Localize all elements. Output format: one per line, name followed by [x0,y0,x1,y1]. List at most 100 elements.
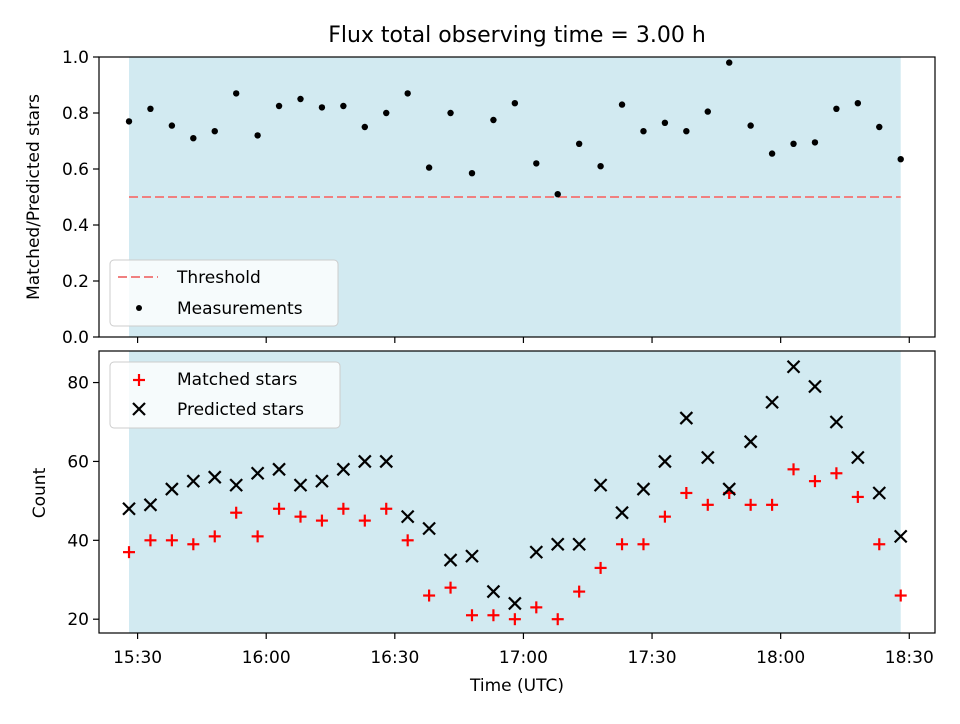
legend-frame [109,361,341,429]
predicted-stars-point [872,486,887,500]
predicted-stars-point [336,462,351,477]
x-tick-label: 17:00 [499,648,548,668]
plot-frame [98,56,936,338]
measurement-point [833,105,840,113]
predicted-stars-point [808,379,822,394]
legend-measurements-label: Measurements [177,299,303,319]
matched-stars-point [744,498,757,511]
x-tick-label: 18:00 [756,648,805,668]
measurement-point [597,163,604,170]
predicted-stars-point [851,450,865,465]
predicted-stars-point [486,584,501,599]
measurement-point [661,119,669,127]
ratio-y-axis-label: Matched/Predicted stars [24,94,44,300]
y-tick-label: 0.4 [62,216,89,236]
y-tick-label: 60 [67,452,89,472]
predicted-stars-point [422,521,436,536]
matched-stars-point [873,538,886,551]
measurement-point [811,139,819,146]
matched-stars-point [465,609,478,622]
measurement-point [726,59,733,66]
predicted-stars-point [615,505,629,520]
measurement-point [232,90,240,97]
x-tick-label: 17:30 [628,648,677,668]
matched-stars-point [658,510,671,523]
predicted-stars-point [829,415,844,429]
measurement-point [340,102,347,110]
measurement-point [168,122,176,129]
predicted-stars-point [400,509,415,524]
matched-stars-point [508,613,521,626]
legend-matched-swatch [133,374,145,386]
predicted-stars-point [550,537,565,552]
legend-frame [109,259,339,327]
x-tick-label: 18:30 [885,648,934,668]
measurement-point [318,104,326,111]
matched-stars-point [787,463,800,476]
measurement-point [361,123,369,131]
measurement-point [704,108,711,115]
matched-stars-point [487,609,500,622]
matched-stars-point [273,502,286,515]
x-tick-label: 16:00 [242,648,291,668]
predicted-stars-point [786,359,801,374]
measurement-point [425,164,433,171]
measurement-point [511,100,519,107]
predicted-stars-point [186,474,201,488]
measurement-point [854,100,862,107]
legend-matched-label: Matched stars [177,370,297,390]
predicted-stars-point [143,498,158,512]
predicted-stars-point [165,482,179,496]
predicted-stars-point [358,454,372,469]
plot-frame [98,350,936,634]
matched-stars-point [808,475,821,488]
y-tick-label: 1.0 [62,48,89,68]
matched-stars-point [315,514,328,527]
measurement-point [768,150,776,157]
predicted-stars-point [893,529,908,544]
matched-stars-point [337,502,350,515]
measurement-point [383,109,390,117]
legend-threshold-label: Threshold [176,268,261,288]
predicted-stars-point [315,474,329,488]
matched-stars-point [294,510,307,523]
legend-predicted-swatch [132,402,146,416]
predicted-stars-point [743,434,758,449]
predicted-stars-point [572,537,586,552]
measurement-point [897,156,904,163]
matched-stars-point [573,585,586,598]
measurement-point [297,95,304,103]
ratio-panel: Matched/Predicted stars 0.0 0.2 0.4 0.6 0.8 1… [24,48,936,348]
matched-stars-point [165,534,178,547]
measurement-point [575,140,583,147]
measurement-point [211,128,218,135]
measurement-point [554,191,561,198]
measurement-point [447,109,454,117]
matched-stars-point [187,538,200,551]
matched-stars-point [251,530,264,543]
predicted-stars-point [508,596,522,611]
predicted-stars-point [765,395,779,410]
matched-stars-point [230,506,243,519]
x-axis-label: Time (UTC) [469,676,564,696]
y-tick-label: 0.6 [62,160,89,180]
matched-stars-point [594,561,607,574]
matched-stars-point [851,490,864,503]
predicted-stars-point [229,478,243,492]
measurement-point [618,101,626,108]
measurement-point [125,118,133,125]
predicted-stars-point [679,411,694,425]
y-tick-label: 20 [67,610,89,630]
matched-stars-point [701,498,714,511]
measurement-point [190,135,197,142]
legend-measurements-swatch [136,305,142,311]
matched-stars-point [551,613,564,626]
y-tick-label: 0.2 [62,272,89,292]
measurement-point [876,123,883,131]
measurement-point [747,122,754,129]
matched-stars-point [401,534,414,547]
matched-stars-point [637,538,650,551]
measurement-point [490,116,497,124]
predicted-stars-point [701,450,715,465]
x-tick-label: 15:30 [113,648,162,668]
